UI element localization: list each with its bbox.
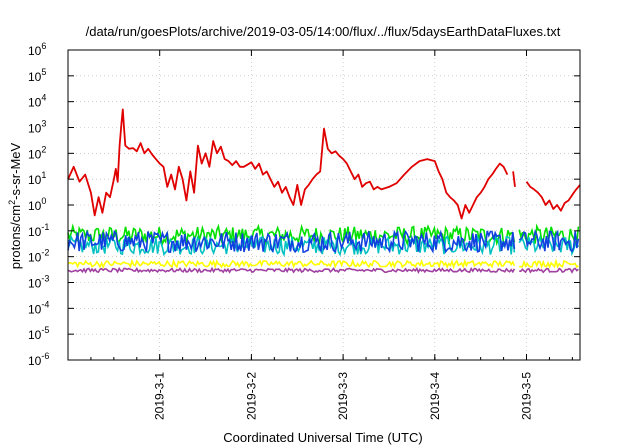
x-tick-label: 2019-3-3 [336, 372, 350, 420]
y-tick-label: 101 [28, 170, 46, 187]
flux-band-4 [519, 258, 579, 270]
grid-lines [68, 50, 580, 360]
flux-series-primary [67, 108, 581, 220]
plot-area [67, 108, 581, 275]
flux-band-3 [67, 229, 516, 254]
y-tick-label: 106 [28, 41, 46, 58]
flux-band-5 [67, 266, 516, 275]
y-tick-label: 102 [28, 144, 46, 161]
y-tick-label: 104 [28, 93, 46, 110]
y-tick-label: 10-2 [28, 248, 49, 265]
x-axis: 2019-3-1 2019-3-2 2019-3-3 2019-3-4 2019-3-5 [67, 50, 573, 420]
flux-band-5 [519, 267, 579, 274]
x-tick-label: 2019-3-2 [244, 372, 258, 420]
y-tick-label: 105 [28, 67, 46, 84]
y-tick-label: 10-6 [28, 351, 49, 368]
y-axis-label: protons/cm2-s-sr-MeV [7, 142, 23, 269]
y-tick-label: 10-3 [28, 274, 49, 291]
flux-band-3 [518, 229, 580, 253]
y-tick-label: 10-1 [28, 222, 49, 239]
chart-title: /data/run/goesPlots/archive/2019-03-05/1… [86, 24, 561, 39]
flux-band-4 [67, 258, 516, 270]
x-tick-label: 2019-3-4 [428, 372, 442, 420]
y-tick-label: 10-5 [28, 325, 49, 342]
y-tick-label: 103 [28, 119, 46, 136]
y-tick-label: 100 [28, 196, 46, 213]
y-axis-label-rest: -s-sr-MeV [8, 142, 23, 199]
y-axis-label-sup: 2 [7, 200, 17, 205]
x-axis-label: Coordinated Universal Time (UTC) [223, 430, 422, 445]
x-tick-label: 2019-3-5 [520, 372, 534, 420]
y-tick-label: 10-4 [28, 299, 49, 316]
y-axis-label-base: protons/cm [8, 205, 23, 269]
y-axis: 10-6 10-5 10-4 10-3 10-2 10-1 100 101 102 103 104 1… [28, 41, 580, 368]
x-tick-label: 2019-3-1 [153, 372, 167, 420]
